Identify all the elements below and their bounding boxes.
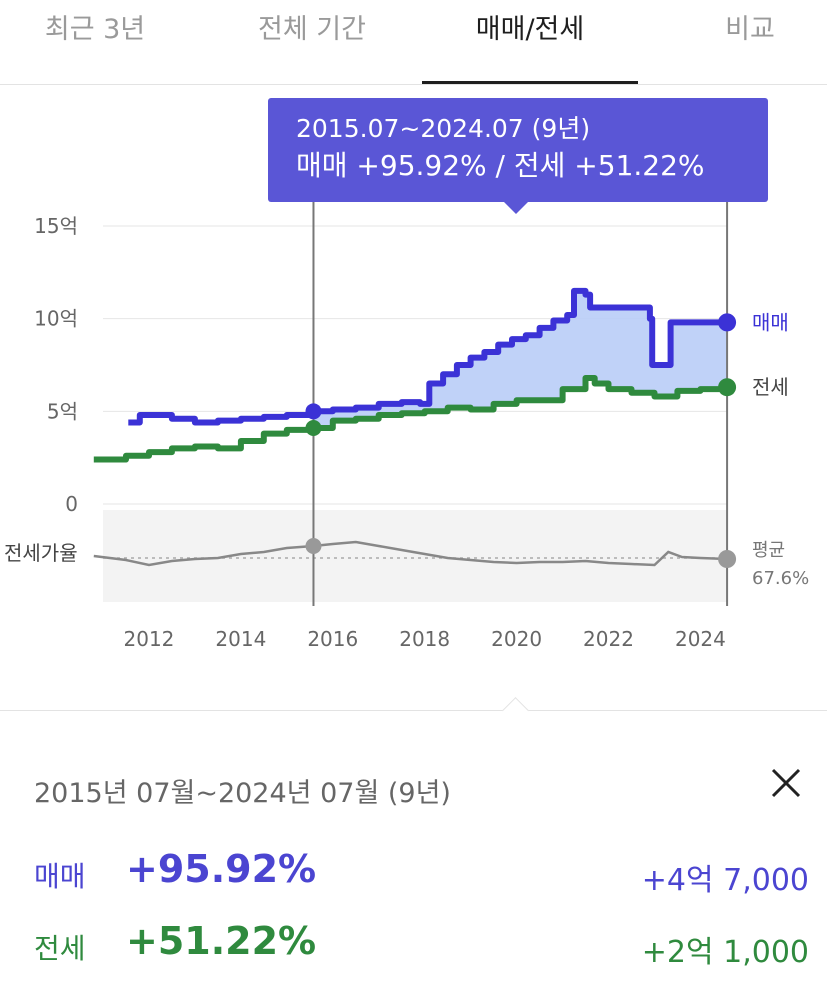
y-tick-label: 0 [65,492,78,516]
y-tick-label: 10억 [34,307,78,331]
tab-compare[interactable]: 비교 [725,14,775,45]
ratio-start-marker [305,538,322,554]
close-button[interactable] [766,763,806,803]
summary-sale-label: 매매 [34,860,86,893]
x-tick-label: 2012 [124,627,175,651]
x-tick-label: 2018 [399,627,450,651]
series-line-lease [93,375,731,463]
ratio-avg-label: 평균 [752,540,785,561]
summary-panel: 2015년 07월~2024년 07월 (9년) 매매 +95.92% +4억 … [0,697,827,987]
summary-sale-pct: +95.92% [126,847,317,891]
ratio-avg-value: 67.6% [752,568,809,589]
tooltip-values: 매매 +95.92% / 전세 +51.22% [296,149,705,182]
summary-sale-amount: +4억 7,000 [641,863,809,898]
sale-end-marker [718,313,737,332]
panel-pointer [502,697,529,724]
ratio-band [103,510,728,602]
lease-end-marker [718,378,737,397]
y-tick-label: 15억 [34,214,78,238]
summary-period: 2015년 07월~2024년 07월 (9년) [34,778,451,809]
x-tick-label: 2022 [583,627,634,651]
x-tick-label: 2016 [307,627,358,651]
tab-all-period[interactable]: 전체 기간 [258,14,366,45]
tab-recent-3y[interactable]: 최근 3년 [44,14,146,45]
price-chart[interactable]: 15억 10억 5억 0 2012 2014 2016 2018 2020 2022 2024 매매전… [0,85,827,685]
x-tick-label: 2020 [491,627,542,651]
lease-start-marker [305,420,322,437]
end-label-sale: 매매 [752,310,789,334]
close-icon [771,768,801,798]
tab-sale-lease[interactable]: 매매/전세 [422,10,638,84]
y-tick-label: 5억 [47,399,78,423]
summary-lease-amount: +2억 1,000 [641,935,809,970]
ratio-end-marker [718,550,737,568]
summary-lease-pct: +51.22% [126,919,317,963]
summary-lease-label: 전세 [34,932,86,965]
tooltip-range: 2015.07~2024.07 (9년) [296,114,591,143]
end-label-lease: 전세 [752,375,789,399]
selection-tooltip: 2015.07~2024.07 (9년) 매매 +95.92% / 전세 +51… [268,98,768,214]
series-line-ratio [93,540,728,567]
sale-start-marker [305,403,322,420]
ratio-label: 전세가율 [4,541,78,565]
x-tick-label: 2014 [215,627,266,651]
x-tick-label: 2024 [675,627,726,651]
series-line-sale [128,287,728,426]
selection-fill-area [313,290,728,430]
period-tabs: 최근 3년 전체 기간 매매/전세 비교 [0,0,827,85]
